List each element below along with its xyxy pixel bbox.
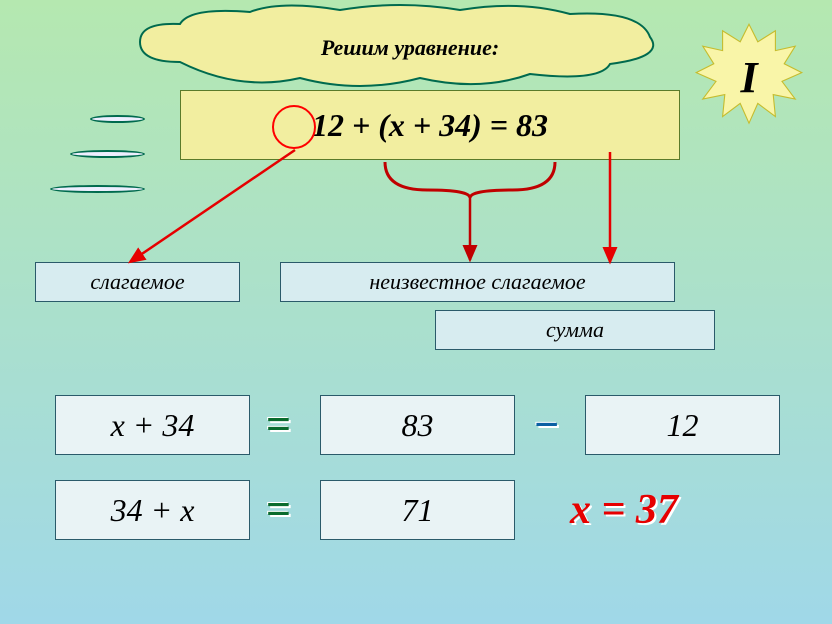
main-equation-box: 12 + (x + 34) = 83 bbox=[180, 90, 680, 160]
answer-text: x = 37 bbox=[570, 487, 678, 533]
solve-box-1-text: x + 34 bbox=[111, 407, 195, 444]
main-equation-text: 12 + (x + 34) = 83 bbox=[312, 107, 548, 144]
label-sum-text: сумма bbox=[546, 317, 604, 343]
solve-box-4: 34 + x bbox=[55, 480, 250, 540]
star-label: I bbox=[740, 52, 757, 103]
solve-box-2-text: 83 bbox=[402, 407, 434, 444]
solve-box-5: 71 bbox=[320, 480, 515, 540]
title: Решим уравнение: bbox=[200, 10, 620, 85]
solve-box-3: 12 bbox=[585, 395, 780, 455]
solve-box-2: 83 bbox=[320, 395, 515, 455]
equals-2: = bbox=[266, 480, 291, 540]
solve-box-5-text: 71 bbox=[402, 492, 434, 529]
star-badge: I bbox=[694, 22, 804, 132]
solve-box-3-text: 12 bbox=[667, 407, 699, 444]
solve-box-1: x + 34 bbox=[55, 395, 250, 455]
label-sum: сумма bbox=[435, 310, 715, 350]
answer: x = 37 bbox=[570, 480, 678, 540]
dash-3 bbox=[50, 185, 145, 193]
minus-1: − bbox=[534, 395, 559, 455]
circle-highlight bbox=[272, 105, 316, 149]
title-text: Решим уравнение: bbox=[321, 35, 499, 61]
label-addend-1-text: слагаемое bbox=[90, 269, 184, 295]
label-addend-unknown: неизвестное слагаемое bbox=[280, 262, 675, 302]
equals-1: = bbox=[266, 395, 291, 455]
solve-box-4-text: 34 + x bbox=[111, 492, 195, 529]
dash-2 bbox=[70, 150, 145, 158]
dash-1 bbox=[90, 115, 145, 123]
label-addend-1: слагаемое bbox=[35, 262, 240, 302]
label-addend-unknown-text: неизвестное слагаемое bbox=[369, 269, 585, 295]
